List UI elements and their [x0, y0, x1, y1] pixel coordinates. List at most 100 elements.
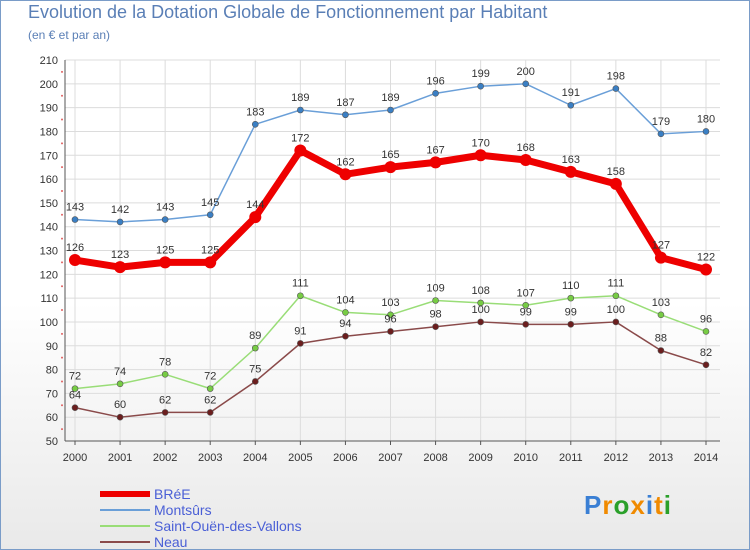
data-point-br-e: [159, 256, 172, 269]
x-tick-label-2006: 2006: [333, 452, 357, 464]
data-point-saint-ou-n-des-vallons: [161, 371, 169, 378]
data-label-saint-ou-n-des-vallons: 78: [159, 356, 171, 368]
data-label-br-e: 168: [517, 142, 535, 154]
x-tick-label-2007: 2007: [378, 452, 402, 464]
logo-letter: r: [602, 490, 614, 520]
x-tick-label-2003: 2003: [198, 452, 222, 464]
data-label-monts-rs: 145: [201, 197, 219, 209]
logo-letter: i: [663, 490, 672, 520]
data-point-neau: [612, 318, 620, 326]
data-label-br-e: 163: [562, 154, 580, 166]
data-label-monts-rs: 196: [426, 75, 444, 87]
x-tick-label-2012: 2012: [604, 452, 628, 464]
data-label-br-e: 122: [697, 252, 715, 264]
data-label-monts-rs: 183: [246, 106, 264, 118]
data-label-monts-rs: 191: [562, 87, 580, 99]
data-label-neau: 91: [294, 325, 306, 337]
x-tick-label-2011: 2011: [559, 452, 583, 464]
data-point-monts-rs: [297, 106, 304, 114]
data-point-saint-ou-n-des-vallons: [567, 294, 575, 302]
data-point-br-e: [609, 177, 622, 190]
data-point-neau: [161, 409, 169, 416]
data-point-neau: [702, 361, 710, 369]
data-point-neau: [251, 378, 259, 385]
data-label-monts-rs: 142: [111, 204, 129, 216]
data-point-br-e: [564, 165, 577, 178]
y-minor-tick: [61, 213, 63, 216]
y-tick-label-150: 150: [40, 198, 58, 210]
data-point-monts-rs: [206, 211, 214, 219]
y-minor-tick: [61, 70, 63, 73]
y-tick-label-60: 60: [46, 412, 58, 424]
data-point-neau: [387, 328, 394, 335]
data-point-neau: [297, 340, 304, 347]
data-point-neau: [342, 332, 349, 340]
y-minor-tick: [61, 189, 63, 192]
y-minor-tick: [61, 118, 63, 121]
data-label-br-e: 125: [156, 244, 174, 256]
data-point-br-e: [204, 256, 217, 269]
data-point-monts-rs: [612, 85, 620, 92]
y-minor-tick: [61, 166, 63, 169]
logo-letter: x: [630, 490, 646, 520]
logo-letter: o: [613, 490, 631, 520]
data-label-br-e: 162: [336, 156, 354, 168]
y-minor-tick: [61, 237, 63, 240]
x-tick-label-2002: 2002: [153, 452, 177, 464]
data-point-monts-rs: [567, 101, 575, 109]
logo-letter: t: [654, 490, 664, 520]
data-label-saint-ou-n-des-vallons: 89: [249, 330, 261, 342]
y-minor-tick: [61, 380, 63, 383]
legend-label-montsurs: Montsûrs: [154, 502, 212, 518]
y-tick-label-140: 140: [40, 222, 58, 234]
data-label-neau: 82: [700, 347, 712, 359]
legend-swatch-bree: [100, 491, 150, 497]
data-point-monts-rs: [116, 218, 124, 226]
data-point-monts-rs: [71, 216, 79, 223]
data-point-br-e: [114, 261, 127, 274]
data-label-monts-rs: 180: [697, 113, 715, 125]
data-label-saint-ou-n-des-vallons: 103: [652, 297, 670, 309]
y-tick-label-110: 110: [40, 293, 58, 305]
data-label-neau: 99: [565, 306, 577, 318]
y-minor-tick: [61, 332, 63, 335]
data-point-br-e: [700, 263, 712, 276]
data-label-neau: 88: [655, 333, 667, 345]
data-point-saint-ou-n-des-vallons: [297, 292, 304, 300]
data-label-neau: 100: [471, 304, 489, 316]
data-label-monts-rs: 189: [381, 92, 399, 104]
y-minor-tick: [61, 356, 63, 359]
data-label-monts-rs: 199: [471, 68, 489, 80]
data-label-saint-ou-n-des-vallons: 110: [562, 280, 580, 292]
y-tick-label-90: 90: [46, 341, 58, 353]
data-point-saint-ou-n-des-vallons: [612, 292, 620, 300]
y-tick-label-200: 200: [40, 79, 58, 91]
data-point-saint-ou-n-des-vallons: [432, 297, 439, 304]
y-tick-label-180: 180: [40, 126, 58, 138]
y-tick-label-100: 100: [40, 317, 58, 329]
data-point-br-e: [339, 168, 352, 181]
legend-swatch-montsurs: [100, 509, 150, 511]
legend-label-saint-ouen: Saint-Ouën-des-Vallons: [154, 518, 302, 534]
data-label-neau: 99: [520, 306, 532, 318]
data-label-neau: 100: [607, 304, 625, 316]
data-point-br-e: [519, 154, 532, 167]
data-point-neau: [71, 404, 79, 411]
data-point-saint-ou-n-des-vallons: [387, 311, 394, 319]
data-label-br-e: 123: [111, 249, 129, 261]
data-label-br-e: 170: [471, 137, 489, 149]
data-point-monts-rs: [477, 82, 484, 90]
data-label-saint-ou-n-des-vallons: 72: [69, 371, 81, 383]
data-label-saint-ou-n-des-vallons: 74: [114, 366, 126, 378]
data-point-neau: [432, 323, 439, 331]
y-minor-tick: [61, 142, 63, 145]
data-label-monts-rs: 179: [652, 116, 670, 128]
x-tick-label-2004: 2004: [243, 452, 267, 464]
data-point-neau: [477, 318, 484, 326]
data-label-neau: 96: [384, 313, 396, 325]
data-label-monts-rs: 198: [607, 71, 625, 83]
data-point-saint-ou-n-des-vallons: [702, 328, 710, 335]
data-label-br-e: 172: [291, 132, 309, 144]
proxiti-logo: Proxiti: [584, 490, 672, 521]
data-point-saint-ou-n-des-vallons: [71, 385, 79, 392]
